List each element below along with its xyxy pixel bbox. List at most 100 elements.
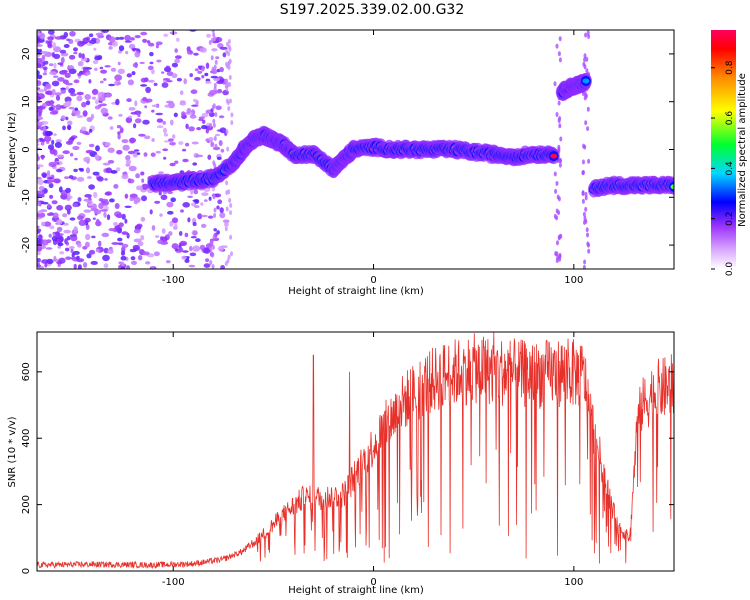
noise-speck [146,98,153,103]
noise-speck [117,133,121,140]
noise-speck [226,146,230,152]
noise-speck [128,115,133,119]
heatmap-y-tick-label: 10 [21,95,32,108]
noise-speck [214,112,218,118]
noise-speck [153,82,158,87]
noise-speck [82,130,89,135]
noise-speck [185,123,189,129]
noise-speck [61,69,68,73]
noise-speck [84,209,89,213]
noise-speck [101,30,110,33]
noise-speck [558,158,562,164]
noise-speck [129,197,134,202]
noise-speck [127,150,136,155]
noise-speck [66,100,72,106]
colorbar-ticks: 0.0 0.2 0.4 0.6 0.8 [711,60,735,276]
noise-speck [101,232,110,238]
noise-speck [134,51,141,58]
snr-x-axis-label: Height of straight line (km) [288,585,424,596]
noise-speck [151,104,159,108]
noise-speck [59,49,67,54]
noise-speck [192,245,201,252]
noise-speck [104,178,108,181]
noise-speck [214,59,218,65]
noise-speck [73,263,77,269]
noise-speck [109,126,114,130]
noise-speck [224,222,229,227]
noise-speck [79,168,84,172]
noise-speck [139,61,145,65]
noise-speck [65,86,69,91]
noise-speck [161,228,166,234]
noise-speck [210,75,218,79]
noise-speck [68,68,77,75]
noise-speck [167,210,174,215]
noise-speck [582,159,585,165]
noise-speck [37,57,43,63]
noise-speck [126,98,132,102]
noise-speck [558,123,562,129]
noise-speck [155,150,161,154]
noise-speck [227,61,231,66]
noise-speck [93,47,97,51]
noise-speck [587,158,591,164]
noise-speck [582,61,586,67]
noise-speck [171,217,179,224]
noise-speck [216,81,224,85]
noise-speck [119,127,124,134]
noise-speck [207,215,214,219]
noise-speck [586,241,590,247]
noise-speck [73,79,80,84]
noise-speck [56,169,63,173]
noise-speck [49,111,58,115]
noise-speck [57,77,65,82]
noise-speck [225,206,229,212]
noise-speck [138,255,143,261]
noise-speck [99,66,104,70]
noise-speck [113,184,119,189]
noise-speck [155,44,159,49]
noise-speck [194,77,201,81]
noise-speck [132,152,138,158]
noise-speck [81,101,87,108]
snr-y-axis-label: SNR (10 * v/v) [7,416,18,487]
noise-speck [168,231,173,236]
noise-speck [214,89,223,94]
noise-speck [47,177,54,180]
noise-speck [214,193,222,198]
noise-speck [182,158,189,163]
noise-speck [212,103,216,109]
noise-speck [213,207,217,213]
noise-speck [105,142,111,147]
noise-speck [53,53,61,60]
noise-speck [192,98,197,103]
noise-speck [53,133,57,137]
noise-speck [213,213,217,218]
noise-speck [128,165,137,172]
noise-speck [78,219,87,226]
noise-speck [74,109,81,116]
noise-speck [556,240,559,246]
noise-speck [55,231,61,238]
noise-speck [203,263,211,268]
noise-speck [95,218,100,224]
noise-speck [178,247,183,253]
noise-speck [68,87,76,94]
noise-speck [584,120,588,126]
noise-speck [43,221,52,227]
noise-speck [110,170,118,174]
noise-speck [125,265,131,269]
noise-speck [114,203,120,209]
noise-speck [103,78,107,81]
noise-speck [91,235,96,239]
noise-speck [175,55,182,59]
noise-speck [85,72,91,76]
noise-speck [168,138,174,142]
noise-speck [581,190,585,196]
noise-speck [158,171,164,175]
noise-speck [155,235,160,238]
noise-speck [37,262,41,267]
noise-speck [189,245,193,252]
noise-speck [82,37,90,44]
noise-speck [219,212,226,219]
